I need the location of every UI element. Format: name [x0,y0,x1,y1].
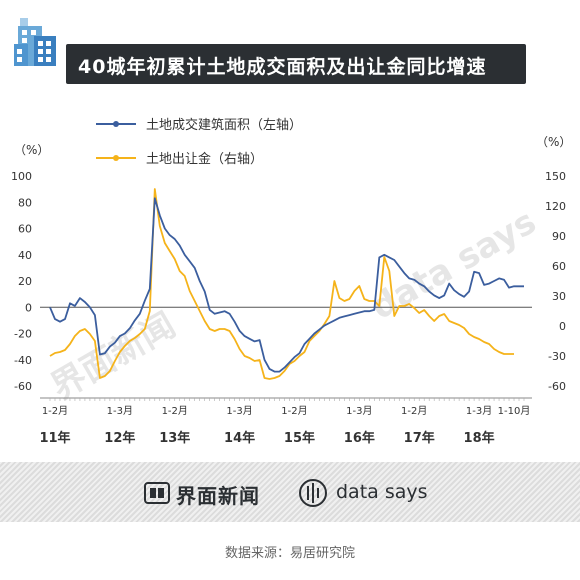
right-tick-label: 90 [552,230,566,243]
chart-title: 40城年初累计土地成交面积及出让金同比增速 [78,56,487,78]
legend-marker [113,121,119,127]
year-label: 14年 [224,430,255,446]
data-source: 数据来源：易居研究院 [224,546,355,561]
series-line-money [49,188,514,380]
left-tick-label: -60 [14,380,32,393]
left-tick-label: 60 [18,223,32,236]
right-tick-label: 30 [552,290,566,303]
year-label: 16年 [344,430,375,446]
building-icon [14,18,56,66]
year-label: 13年 [159,430,190,446]
left-axis-unit: （%） [14,143,49,157]
left-tick-label: -40 [14,354,32,367]
left-tick-label: 40 [18,249,32,262]
right-tick-label: -60 [548,380,566,393]
month-label: 1-2月 [162,405,188,417]
watermark-text-right: data says [365,202,543,328]
footer-band [0,462,580,522]
legend-label: 土地出让金（右轴） [146,151,263,167]
series-lines [49,188,524,380]
left-tick-label: 100 [11,170,32,183]
x-axis-labels: 1-2月 1-3月 1-2月 1-3月 1-2月 1-3月 1-2月 1-3月 1-10月 11年… [39,405,530,446]
brand-datasays: data says [336,481,428,503]
month-label: 1-2月 [42,405,68,417]
year-label: 17年 [404,430,435,446]
watermark: 界面新闻 data says [45,202,543,408]
month-label: 1-3月 [226,405,252,417]
year-label: 11年 [39,430,70,446]
chart: 界面新闻 data says （%） （%） 100 80 60 40 20 0 -20 -40 -… [11,117,571,446]
title-bar: 40城年初累计土地成交面积及出让金同比增速 [66,44,526,84]
year-label: 12年 [104,430,135,446]
watermark-text-left: 界面新闻 [45,305,183,408]
legend: 土地成交建筑面积（左轴） 土地出让金（右轴） [96,117,302,167]
month-label: 1-10月 [498,405,531,417]
axes: （%） （%） 100 80 60 40 20 0 -20 -40 -60 150 120 90 60 30 0… [11,135,571,401]
right-tick-label: 150 [545,170,566,183]
left-tick-label: 0 [25,301,32,314]
year-label: 18年 [464,430,495,446]
right-tick-label: 60 [552,260,566,273]
month-label: 1-3月 [346,405,372,417]
brand-jiemian: 界面新闻 [176,484,260,508]
footer-logos: 界面新闻 data says [0,478,580,508]
legend-marker [113,155,119,161]
month-label: 1-3月 [107,405,133,417]
month-label: 1-2月 [401,405,427,417]
legend-label: 土地成交建筑面积（左轴） [146,117,302,133]
series-line-area [49,197,524,373]
datasays-logo-icon [299,479,327,507]
right-axis-unit: （%） [536,135,571,149]
right-tick-label: 120 [545,200,566,213]
month-label: 1-2月 [281,405,307,417]
left-tick-label: 20 [18,275,32,288]
right-tick-label: 0 [559,320,566,333]
year-label: 15年 [284,430,315,446]
left-tick-label: -20 [14,328,32,341]
jiemian-logo-icon [144,482,170,504]
right-tick-label: -30 [548,350,566,363]
month-label: 1-3月 [466,405,492,417]
left-tick-label: 80 [18,196,32,209]
